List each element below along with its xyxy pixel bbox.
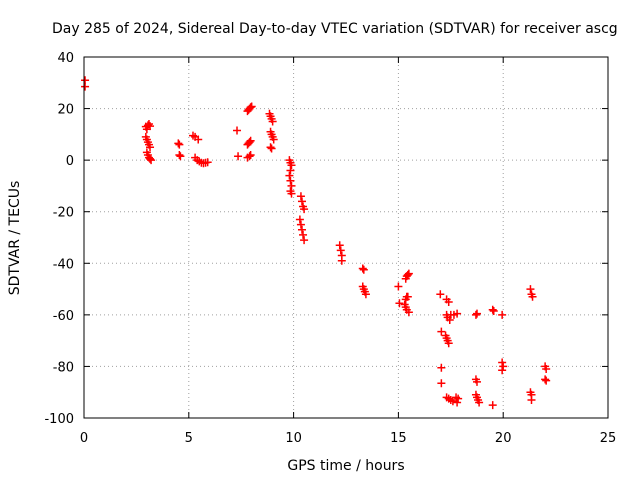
data-point <box>297 225 306 234</box>
data-point <box>233 126 242 135</box>
data-point <box>246 150 255 159</box>
x-tick-label: 10 <box>285 431 302 446</box>
data-point <box>287 181 296 190</box>
data-point <box>269 135 278 144</box>
data-point <box>296 192 305 201</box>
data-point <box>285 171 294 180</box>
data-point <box>234 152 243 161</box>
data-point <box>246 136 255 145</box>
data-point <box>267 144 276 153</box>
data-point <box>403 270 412 279</box>
y-axis: -100 -80 -60 -40 -20 0 20 40 <box>44 51 608 427</box>
data-point <box>300 236 309 245</box>
data-point <box>194 135 203 144</box>
data-point <box>287 161 296 170</box>
x-tick-label: 25 <box>600 431 617 446</box>
data-point <box>404 308 413 317</box>
data-point <box>175 150 184 159</box>
x-axis: 0 5 10 15 20 25 <box>80 57 616 446</box>
data-point <box>395 299 404 308</box>
y-axis-title: SDTVAR / TECUs <box>7 181 23 296</box>
data-point <box>489 306 498 315</box>
data-point <box>146 154 155 163</box>
data-point <box>246 103 255 112</box>
y-tick-label: -40 <box>53 257 74 272</box>
data-point <box>296 220 305 229</box>
data-point <box>404 269 413 278</box>
data-point <box>541 375 550 384</box>
data-point <box>453 309 462 318</box>
data-point <box>437 379 446 388</box>
x-tick-label: 0 <box>80 431 88 446</box>
data-point <box>527 395 536 404</box>
data-point <box>473 377 481 386</box>
data-point <box>247 102 256 111</box>
data-point <box>488 305 497 314</box>
y-tick-label: 0 <box>66 154 74 169</box>
data-point <box>287 189 296 198</box>
data-point <box>445 316 454 325</box>
data-point <box>176 152 185 161</box>
data-point <box>498 310 507 319</box>
x-tick-label: 15 <box>390 431 407 446</box>
data-point <box>361 290 370 299</box>
y-tick-label: 20 <box>57 103 74 118</box>
data-point <box>146 122 155 131</box>
data-point <box>394 282 403 291</box>
data-point <box>203 158 212 167</box>
data-point <box>286 166 295 175</box>
chart-title: Day 285 of 2024, Sidereal Day-to-day VTE… <box>52 21 618 37</box>
data-point <box>245 138 254 147</box>
data-point <box>498 358 507 367</box>
data-point <box>358 264 367 273</box>
y-tick-label: -20 <box>53 206 74 221</box>
data-point <box>437 363 446 372</box>
x-axis-title: GPS time / hours <box>287 458 404 474</box>
data-point <box>299 230 308 239</box>
data-point <box>444 339 453 348</box>
data-point <box>444 297 453 306</box>
data-point <box>542 365 551 374</box>
x-tick-label: 5 <box>185 431 193 446</box>
y-tick-label: -60 <box>53 309 74 324</box>
data-points <box>81 76 551 410</box>
data-point <box>297 197 306 206</box>
data-point <box>336 246 345 255</box>
grid <box>84 57 608 418</box>
data-point <box>81 82 90 91</box>
data-point <box>266 143 275 152</box>
data-point <box>453 398 462 407</box>
data-point <box>499 362 508 371</box>
plot-area-border <box>83 56 609 419</box>
data-point <box>146 143 155 152</box>
y-tick-label: 40 <box>57 51 74 66</box>
data-point <box>245 152 254 161</box>
data-point <box>175 140 184 149</box>
data-point <box>542 376 551 385</box>
data-point <box>174 139 183 148</box>
data-point <box>268 117 277 126</box>
x-tick-label: 20 <box>495 431 512 446</box>
data-point <box>335 241 344 250</box>
data-point <box>454 394 463 403</box>
data-point <box>498 366 507 375</box>
data-point <box>286 176 295 185</box>
data-point <box>359 265 368 274</box>
data-point <box>471 310 480 319</box>
data-point <box>437 327 446 336</box>
data-point <box>436 290 445 299</box>
data-point <box>300 205 309 214</box>
data-point <box>473 309 481 318</box>
y-tick-label: -100 <box>44 412 74 427</box>
data-point <box>147 156 156 165</box>
data-point <box>528 292 537 301</box>
data-point <box>488 401 497 410</box>
y-tick-label: -80 <box>53 360 74 375</box>
data-point <box>475 398 484 407</box>
data-point <box>403 292 412 301</box>
data-point <box>295 215 304 224</box>
data-point <box>526 285 535 294</box>
data-point <box>337 256 346 265</box>
